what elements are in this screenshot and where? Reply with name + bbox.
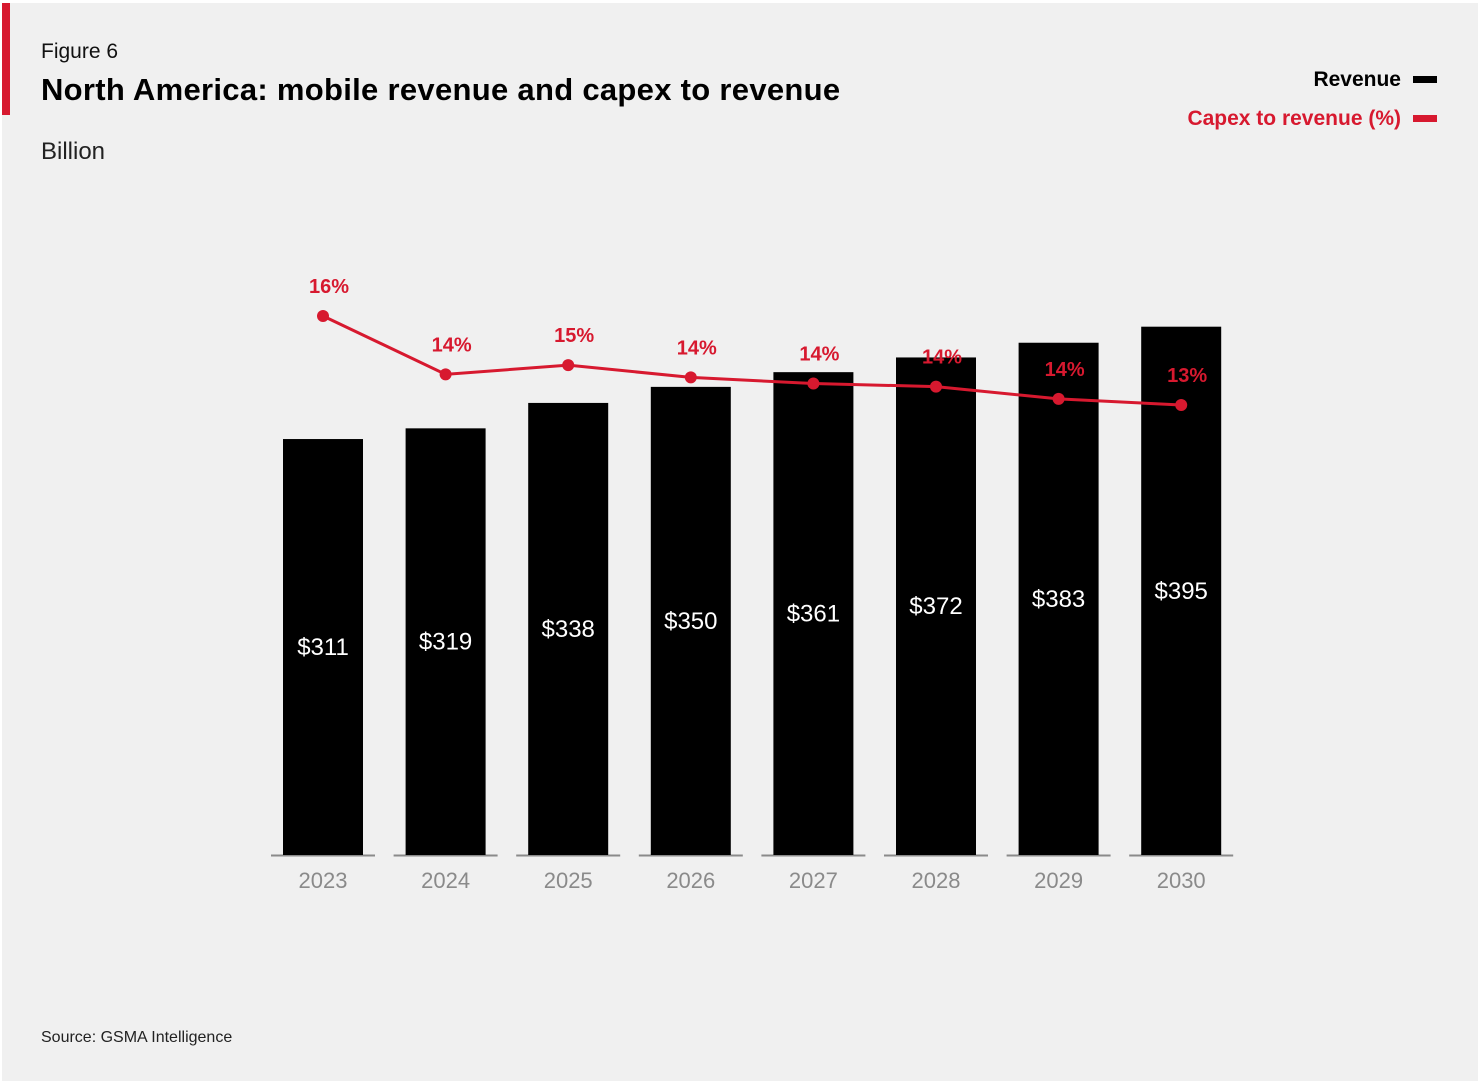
unit-label: Billion — [41, 138, 106, 165]
legend: Revenue Capex to revenue (%) — [1187, 60, 1437, 138]
revenue-bar — [896, 357, 976, 855]
revenue-value-label: $311 — [297, 634, 349, 661]
source-note: Source: GSMA Intelligence — [41, 1029, 233, 1046]
x-tick-label: 2025 — [544, 868, 593, 893]
revenue-bar — [405, 428, 486, 855]
capex-point — [439, 368, 452, 381]
capex-point — [1175, 399, 1188, 412]
accent-bar — [2, 3, 10, 115]
capex-value-label: 14% — [922, 347, 962, 369]
capex-point — [684, 371, 697, 384]
revenue-bar — [1141, 326, 1222, 855]
revenue-bar — [283, 439, 363, 855]
capex-point — [562, 359, 575, 372]
legend-item-revenue: Revenue — [1187, 60, 1437, 99]
capex-value-label: 13% — [1167, 365, 1207, 387]
capex-value-label: 14% — [799, 344, 839, 366]
capex-value-label: 14% — [432, 334, 472, 356]
capex-point — [807, 377, 820, 390]
x-tick-label: 2029 — [1034, 868, 1083, 893]
capex-value-label: 15% — [554, 325, 594, 347]
x-tick-label: 2024 — [421, 868, 470, 893]
x-tick-label: 2028 — [912, 868, 961, 893]
revenue-value-label: $350 — [664, 608, 717, 635]
revenue-bar — [650, 386, 731, 855]
chart-title: North America: mobile revenue and capex … — [41, 72, 841, 107]
revenue-bar — [773, 372, 854, 855]
x-tick-label: 2027 — [789, 868, 838, 893]
capex-point — [1052, 392, 1065, 405]
x-tick-label: 2026 — [666, 868, 715, 893]
revenue-bar — [528, 402, 609, 855]
revenue-value-label: $338 — [542, 616, 595, 643]
legend-swatch-revenue — [1413, 76, 1437, 83]
figure-label: Figure 6 — [41, 40, 119, 63]
capex-value-label: 14% — [677, 337, 717, 359]
revenue-value-label: $383 — [1032, 586, 1085, 613]
revenue-value-label: $319 — [419, 629, 472, 656]
legend-label-capex: Capex to revenue (%) — [1187, 106, 1401, 130]
x-tick-label: 2030 — [1157, 868, 1206, 893]
revenue-value-label: $395 — [1155, 578, 1208, 605]
legend-item-capex: Capex to revenue (%) — [1187, 99, 1437, 138]
revenue-value-label: $372 — [909, 593, 962, 620]
capex-value-label: 16% — [309, 276, 349, 298]
capex-value-label: 14% — [1045, 359, 1085, 381]
legend-swatch-capex — [1413, 115, 1437, 122]
capex-line — [322, 314, 1182, 407]
x-tick-label: 2023 — [299, 868, 348, 893]
chart-panel — [2, 3, 1478, 1081]
capex-point — [317, 310, 329, 322]
capex-point — [930, 380, 942, 393]
legend-label-revenue: Revenue — [1313, 67, 1401, 91]
revenue-bar — [1018, 342, 1099, 855]
revenue-value-label: $361 — [787, 601, 840, 628]
